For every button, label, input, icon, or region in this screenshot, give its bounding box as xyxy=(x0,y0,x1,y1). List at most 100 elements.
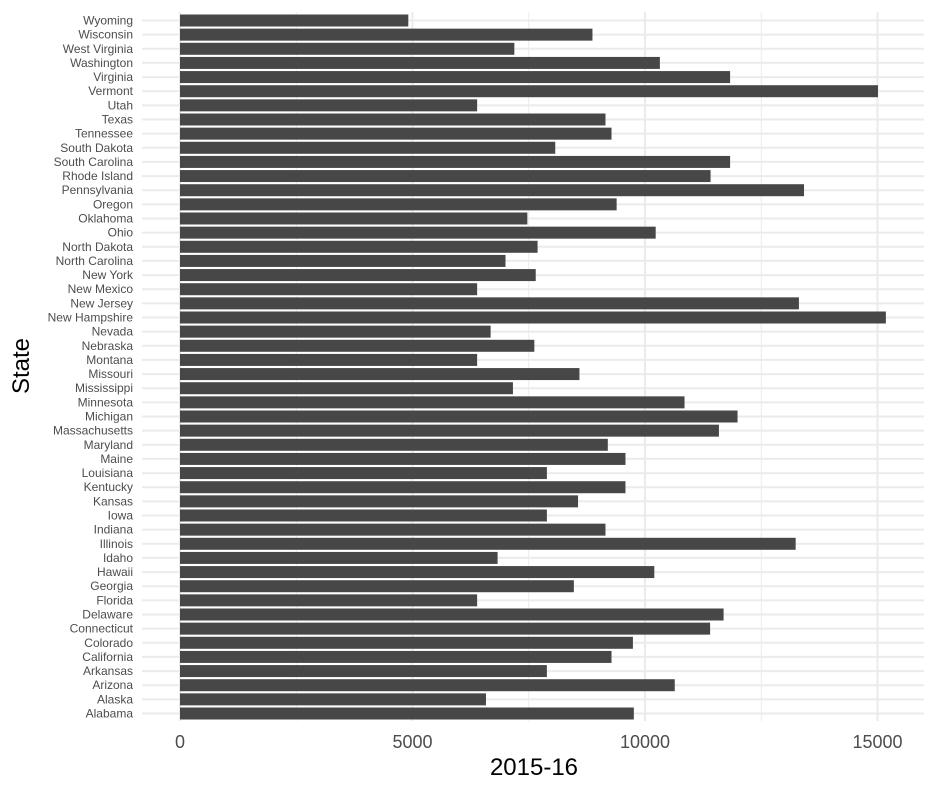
y-tick-label-maine: Maine xyxy=(100,452,133,466)
y-tick-label-texas: Texas xyxy=(102,113,133,127)
bar-arizona xyxy=(180,679,675,692)
y-tick-label-florida: Florida xyxy=(96,593,133,607)
bar-west-virginia xyxy=(180,42,515,55)
bar-michigan xyxy=(180,410,738,423)
x-tick-label: 0 xyxy=(175,732,185,752)
bar-washington xyxy=(180,56,660,69)
y-tick-label-illinois: Illinois xyxy=(100,537,133,551)
bar-montana xyxy=(180,353,478,366)
y-tick-labels: AlabamaAlaskaArizonaArkansasCaliforniaCo… xyxy=(48,14,134,721)
y-tick-label-michigan: Michigan xyxy=(85,410,133,424)
bar-wisconsin xyxy=(180,28,593,41)
y-tick-label-colorado: Colorado xyxy=(84,636,133,650)
y-tick-label-washington: Washington xyxy=(70,56,133,70)
bar-oklahoma xyxy=(180,212,528,225)
bar-nebraska xyxy=(180,339,535,352)
y-tick-label-indiana: Indiana xyxy=(94,523,134,537)
bar-south-dakota xyxy=(180,141,556,154)
y-tick-label-nevada: Nevada xyxy=(92,325,134,339)
bar-alaska xyxy=(180,693,486,706)
y-tick-label-north-dakota: North Dakota xyxy=(62,240,133,254)
bar-california xyxy=(180,650,612,663)
y-tick-label-new-jersey: New Jersey xyxy=(70,296,133,310)
y-tick-label-kentucky: Kentucky xyxy=(84,480,133,494)
bar-idaho xyxy=(180,551,498,564)
bar-new-york xyxy=(180,269,536,282)
bar-kansas xyxy=(180,495,579,508)
y-tick-label-south-carolina: South Carolina xyxy=(54,155,134,169)
y-tick-label-wyoming: Wyoming xyxy=(83,14,133,28)
y-tick-label-maryland: Maryland xyxy=(84,438,133,452)
bar-utah xyxy=(180,99,478,112)
y-tick-label-california: California xyxy=(82,650,133,664)
bar-connecticut xyxy=(180,622,711,635)
bar-wyoming xyxy=(180,14,409,27)
y-tick-label-nebraska: Nebraska xyxy=(82,339,134,353)
y-tick-label-alaska: Alaska xyxy=(97,692,133,706)
y-tick-label-utah: Utah xyxy=(108,98,133,112)
y-axis-title: State xyxy=(8,338,35,394)
bar-kentucky xyxy=(180,481,626,494)
bar-delaware xyxy=(180,608,724,621)
bar-hawaii xyxy=(180,566,655,579)
y-tick-label-louisiana: Louisiana xyxy=(82,466,134,480)
bar-alabama xyxy=(180,707,634,720)
y-tick-label-wisconsin: Wisconsin xyxy=(78,28,133,42)
bar-ohio xyxy=(180,226,656,239)
x-tick-label: 5000 xyxy=(392,732,432,752)
bar-indiana xyxy=(180,523,606,536)
y-tick-label-new-hampshire: New Hampshire xyxy=(48,311,134,325)
y-tick-label-rhode-island: Rhode Island xyxy=(62,169,133,183)
bar-texas xyxy=(180,113,606,126)
bar-maine xyxy=(180,452,626,465)
y-tick-label-oregon: Oregon xyxy=(93,197,133,211)
y-tick-label-west-virginia: West Virginia xyxy=(63,42,134,56)
bar-iowa xyxy=(180,509,547,522)
y-tick-label-massachusetts: Massachusetts xyxy=(53,424,133,438)
y-tick-label-minnesota: Minnesota xyxy=(78,395,134,409)
bar-illinois xyxy=(180,537,796,550)
bar-north-carolina xyxy=(180,254,506,267)
bar-colorado xyxy=(180,636,633,649)
y-tick-label-arkansas: Arkansas xyxy=(83,664,133,678)
y-tick-label-montana: Montana xyxy=(86,353,133,367)
y-tick-label-north-carolina: North Carolina xyxy=(56,254,134,268)
y-tick-label-pennsylvania: Pennsylvania xyxy=(62,183,134,197)
bar-louisiana xyxy=(180,467,547,480)
y-tick-label-south-dakota: South Dakota xyxy=(60,141,133,155)
bar-pennsylvania xyxy=(180,184,805,197)
y-tick-label-connecticut: Connecticut xyxy=(70,622,134,636)
y-tick-label-new-mexico: New Mexico xyxy=(68,282,134,296)
bar-layer xyxy=(180,14,886,720)
y-tick-label-tennessee: Tennessee xyxy=(75,127,133,141)
bar-georgia xyxy=(180,580,574,593)
x-axis-title: 2015-16 xyxy=(490,754,578,781)
y-tick-label-arizona: Arizona xyxy=(92,678,133,692)
bar-new-mexico xyxy=(180,283,478,296)
y-tick-label-missouri: Missouri xyxy=(88,367,133,381)
y-tick-label-georgia: Georgia xyxy=(90,579,133,593)
y-tick-label-oklahoma: Oklahoma xyxy=(78,212,133,226)
bar-oregon xyxy=(180,198,617,211)
bar-mississippi xyxy=(180,382,513,395)
bar-new-hampshire xyxy=(180,311,886,324)
y-tick-label-kansas: Kansas xyxy=(93,494,133,508)
bar-south-carolina xyxy=(180,155,731,168)
y-tick-label-hawaii: Hawaii xyxy=(97,565,133,579)
bar-arkansas xyxy=(180,665,547,678)
bar-florida xyxy=(180,594,478,607)
y-tick-label-idaho: Idaho xyxy=(103,551,133,565)
y-tick-label-alabama: Alabama xyxy=(86,707,134,721)
y-tick-label-delaware: Delaware xyxy=(82,608,133,622)
x-tick-labels: 0 5000 10000 15000 xyxy=(175,732,903,752)
bar-new-jersey xyxy=(180,297,799,310)
bar-vermont xyxy=(180,85,878,98)
x-tick-label: 15000 xyxy=(852,732,902,752)
y-tick-label-virginia: Virginia xyxy=(93,70,133,84)
y-tick-label-mississippi: Mississippi xyxy=(75,381,133,395)
bar-missouri xyxy=(180,368,580,381)
bar-virginia xyxy=(180,71,731,84)
y-tick-label-new-york: New York xyxy=(82,268,134,282)
